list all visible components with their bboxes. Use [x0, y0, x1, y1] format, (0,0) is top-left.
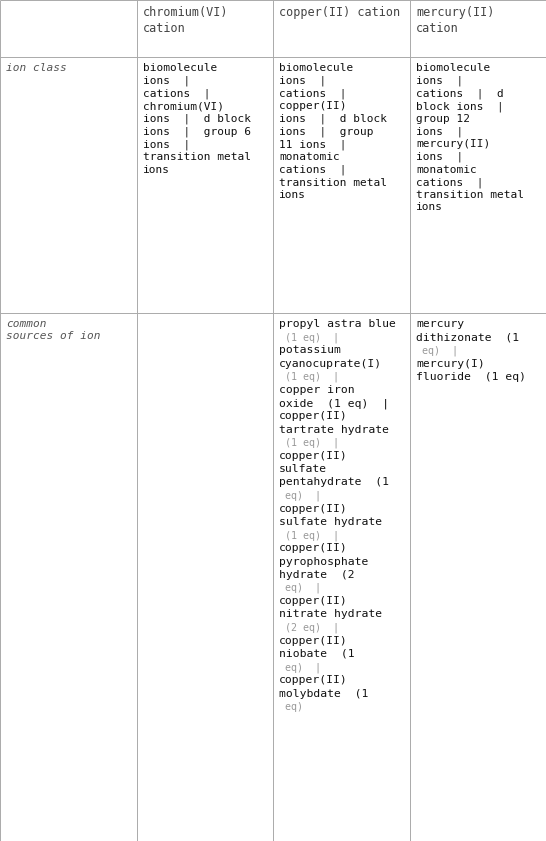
- Text: copper(II): copper(II): [279, 411, 348, 421]
- Text: nitrate hydrate: nitrate hydrate: [279, 610, 382, 620]
- Text: molybdate  (1: molybdate (1: [279, 689, 369, 699]
- Text: tartrate hydrate: tartrate hydrate: [279, 425, 389, 435]
- Text: propyl astra blue: propyl astra blue: [279, 319, 396, 329]
- Text: oxide  (1 eq)  |: oxide (1 eq) |: [279, 398, 389, 409]
- Text: copper(II): copper(II): [279, 543, 348, 553]
- Text: eq)  |: eq) |: [416, 346, 458, 356]
- Text: eq): eq): [279, 701, 303, 711]
- Text: biomolecule
ions  |
cations  |
chromium(VI)
ions  |  d block
ions  |  group 6
io: biomolecule ions | cations | chromium(VI…: [143, 63, 251, 175]
- Text: potassium: potassium: [279, 346, 341, 356]
- Text: copper(II): copper(II): [279, 636, 348, 646]
- Text: biomolecule
ions  |
cations  |  d
block ions  |
group 12
ions  |
mercury(II)
ion: biomolecule ions | cations | d block ion…: [416, 63, 524, 213]
- Text: copper(II): copper(II): [279, 675, 348, 685]
- Text: pyrophosphate: pyrophosphate: [279, 557, 369, 567]
- Text: fluoride  (1 eq): fluoride (1 eq): [416, 372, 526, 382]
- Text: copper iron: copper iron: [279, 385, 354, 395]
- Text: dithizonate  (1: dithizonate (1: [416, 332, 519, 342]
- Text: hydrate  (2: hydrate (2: [279, 570, 354, 579]
- Text: sulfate: sulfate: [279, 464, 327, 474]
- Text: sulfate hydrate: sulfate hydrate: [279, 517, 382, 527]
- Text: mercury(I): mercury(I): [416, 358, 485, 368]
- Text: (1 eq)  |: (1 eq) |: [279, 372, 339, 383]
- Text: biomolecule
ions  |
cations  |
copper(II)
ions  |  d block
ions  |  group
11 ion: biomolecule ions | cations | copper(II) …: [279, 63, 387, 200]
- Text: eq)  |: eq) |: [279, 490, 321, 501]
- Text: (1 eq)  |: (1 eq) |: [279, 438, 339, 448]
- Text: mercury(II)
cation: mercury(II) cation: [416, 6, 494, 35]
- Text: pentahydrate  (1: pentahydrate (1: [279, 478, 389, 488]
- Text: niobate  (1: niobate (1: [279, 649, 354, 659]
- Text: common
sources of ion: common sources of ion: [6, 319, 100, 341]
- Text: chromium(VI)
cation: chromium(VI) cation: [143, 6, 228, 35]
- Text: copper(II) cation: copper(II) cation: [279, 6, 400, 19]
- Text: copper(II): copper(II): [279, 451, 348, 461]
- Text: (1 eq)  |: (1 eq) |: [279, 530, 339, 541]
- Text: cyanocuprate(I): cyanocuprate(I): [279, 358, 382, 368]
- Text: (2 eq)  |: (2 eq) |: [279, 622, 339, 633]
- Text: eq)  |: eq) |: [279, 662, 321, 673]
- Text: ion class: ion class: [6, 63, 67, 73]
- Text: copper(II): copper(II): [279, 504, 348, 514]
- Text: mercury: mercury: [416, 319, 464, 329]
- Text: copper(II): copper(II): [279, 596, 348, 606]
- Text: eq)  |: eq) |: [279, 583, 321, 594]
- Text: (1 eq)  |: (1 eq) |: [279, 332, 339, 342]
